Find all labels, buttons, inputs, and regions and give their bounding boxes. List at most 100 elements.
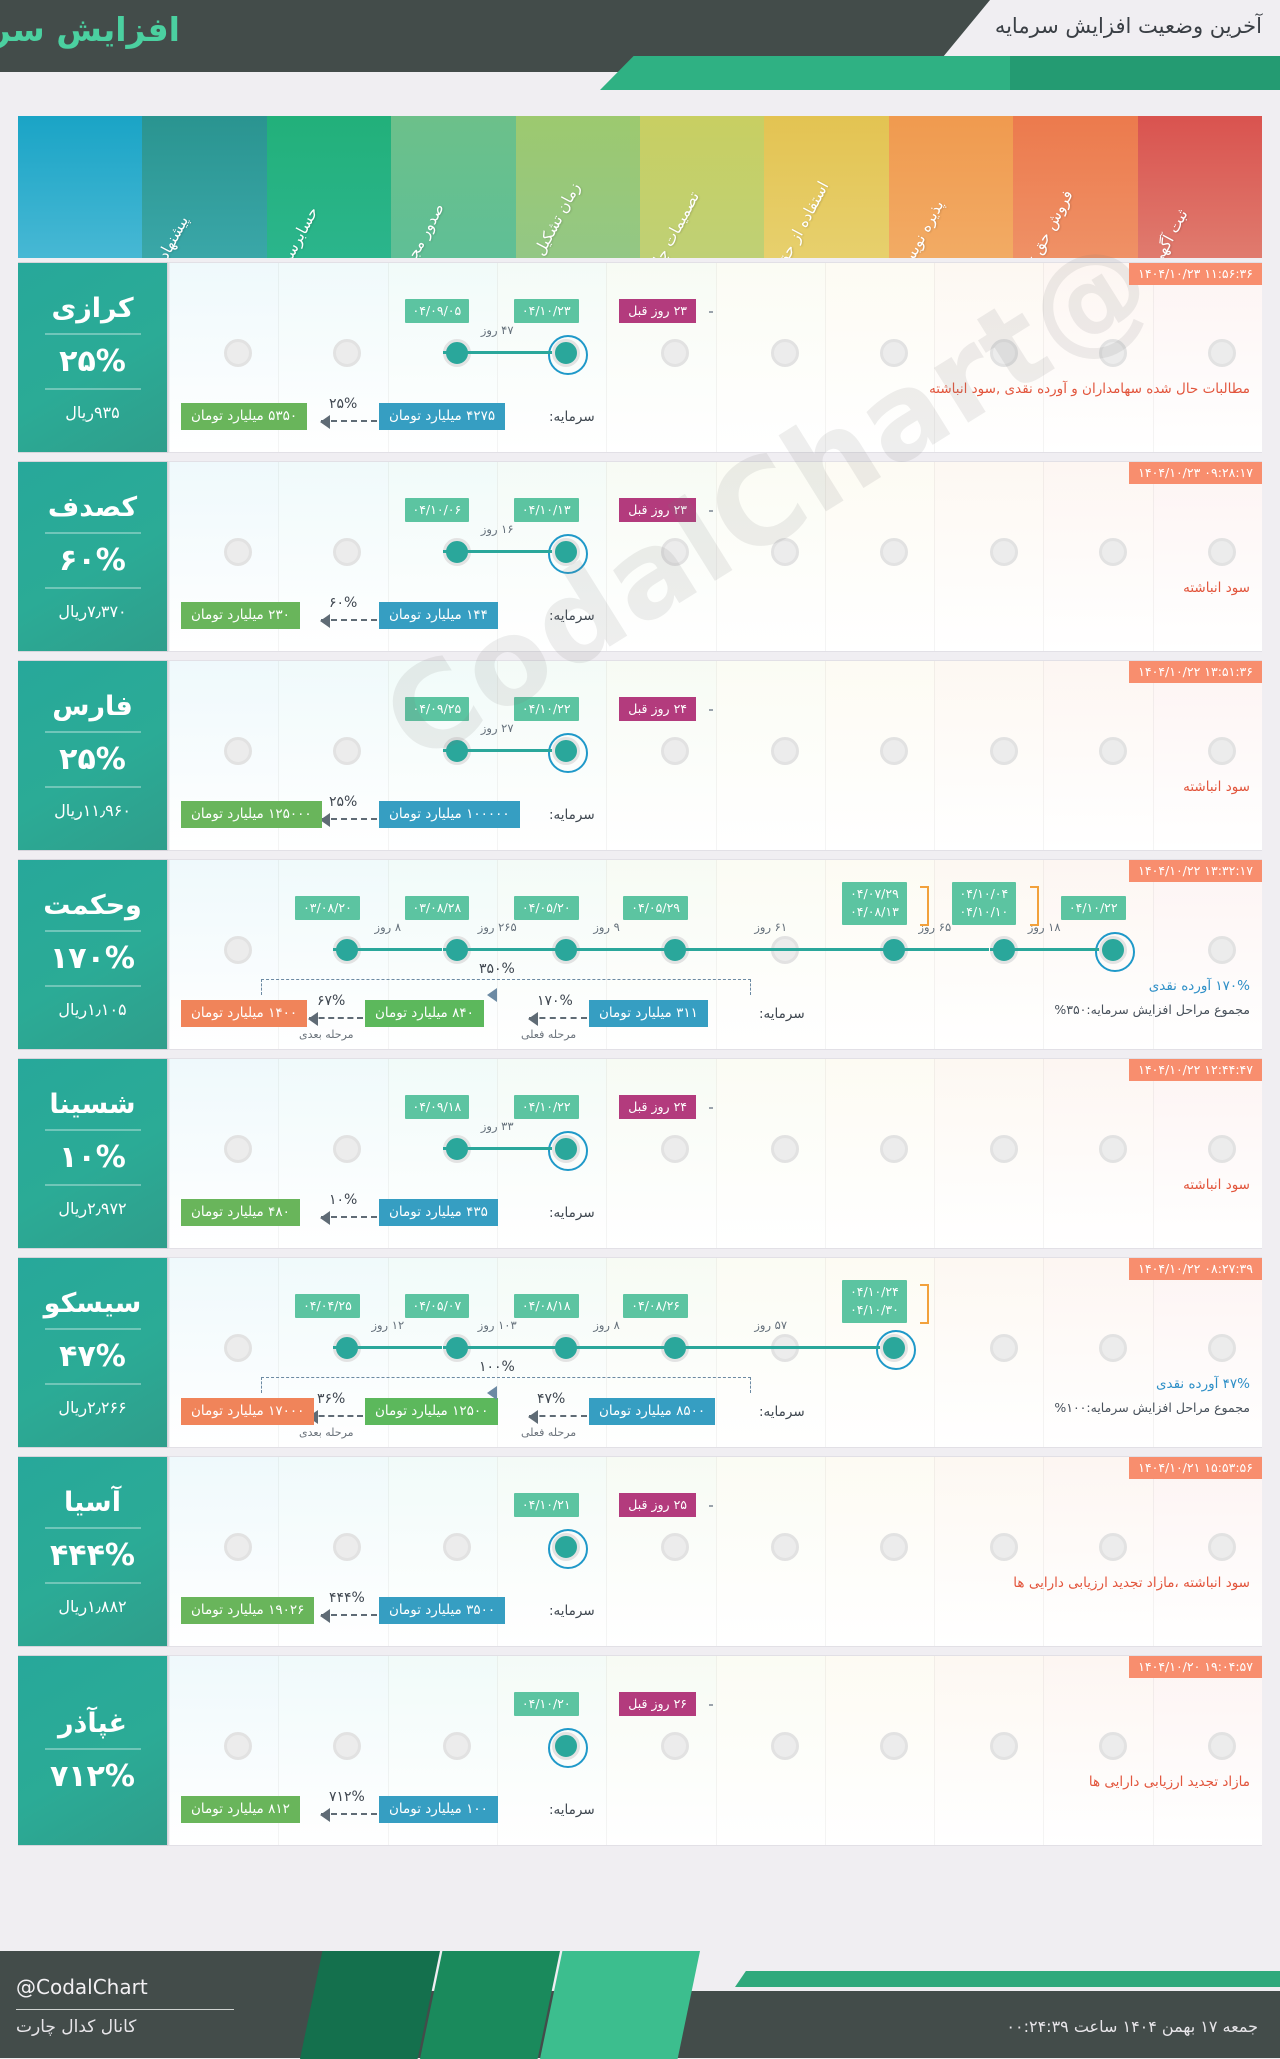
timeline-dot-inactive[interactable] bbox=[989, 737, 1018, 765]
timeline-dot-active[interactable] bbox=[547, 534, 588, 574]
company-card[interactable]: وحکمت ۱۷۰% ۱٫۱۰۵ریال bbox=[18, 859, 168, 1050]
company-row[interactable]: ۱۴۰۴/۱۰/۲۲ ۱۲:۴۴:۴۷ ۳۳ روز ۰۴/۱۰/۲۲ ۰۴/۰۹/۱… bbox=[18, 1058, 1262, 1249]
timeline-dot-inactive[interactable] bbox=[880, 737, 909, 765]
timeline-dot-inactive[interactable] bbox=[770, 339, 799, 367]
timeline-dot-active[interactable] bbox=[1094, 932, 1135, 972]
timeline-dot-inactive[interactable] bbox=[223, 737, 252, 765]
timeline-dot-inactive[interactable] bbox=[223, 1135, 252, 1163]
timeline-dot-inactive[interactable] bbox=[223, 339, 252, 367]
timeline-dot-inactive[interactable] bbox=[661, 538, 690, 566]
timeline-dot-inactive[interactable] bbox=[880, 538, 909, 566]
timeline-dot-inactive[interactable] bbox=[989, 339, 1018, 367]
timeline-dot-inactive[interactable] bbox=[1208, 936, 1237, 964]
timeline-dot-inactive[interactable] bbox=[1098, 538, 1127, 566]
timeline-dot-inactive[interactable] bbox=[223, 1732, 252, 1760]
timeline-dot-inactive[interactable] bbox=[1098, 1334, 1127, 1362]
timeline-dot-inactive[interactable] bbox=[989, 1533, 1018, 1561]
timeline-dot-inactive[interactable] bbox=[1208, 1334, 1237, 1362]
timeline-dot-active[interactable] bbox=[547, 733, 588, 773]
company-row[interactable]: ۱۴۰۴/۱۰/۲۱ ۱۵:۵۳:۵۶ ۰۴/۱۰/۲۱ ۲۵ روز قبل سود… bbox=[18, 1456, 1262, 1647]
timeline-dot-inactive[interactable] bbox=[989, 1334, 1018, 1362]
timeline-dot-inactive[interactable] bbox=[989, 538, 1018, 566]
timeline-dot-inactive[interactable] bbox=[1208, 1533, 1237, 1561]
timeline-dot-active[interactable] bbox=[547, 335, 588, 375]
timeline-dot-inactive[interactable] bbox=[223, 538, 252, 566]
timeline-dot-inactive[interactable] bbox=[880, 1732, 909, 1760]
timeline-dot-inactive[interactable] bbox=[661, 339, 690, 367]
timeline-dot-inactive[interactable] bbox=[1208, 538, 1237, 566]
timeline-dot-inactive[interactable] bbox=[880, 1135, 909, 1163]
event-date-badge[interactable]: ۰۴/۱۰/۲۳ bbox=[513, 299, 579, 323]
timeline-dot-inactive[interactable] bbox=[661, 737, 690, 765]
footer-handle[interactable]: @CodalChart bbox=[16, 1975, 148, 1999]
timeline-dot-inactive[interactable] bbox=[989, 1732, 1018, 1760]
timeline-dot-inactive[interactable] bbox=[1098, 1732, 1127, 1760]
timeline-dot-inactive[interactable] bbox=[880, 339, 909, 367]
company-card[interactable]: کرازی ۲۵% ۹۳۵ریال bbox=[18, 262, 168, 453]
event-date-badge[interactable]: ۰۴/۰۹/۲۵ bbox=[404, 697, 470, 721]
event-date-badge[interactable]: ۰۴/۱۰/۲۴ ۰۴/۱۰/۳۰ bbox=[842, 1280, 907, 1324]
timeline-dot-inactive[interactable] bbox=[1098, 1533, 1127, 1561]
timeline-dot-inactive[interactable] bbox=[770, 538, 799, 566]
event-date-badge[interactable]: ۰۴/۱۰/۲۲ bbox=[513, 697, 579, 721]
timeline-dot-inactive[interactable] bbox=[770, 1732, 799, 1760]
company-row[interactable]: ۱۴۰۴/۱۰/۲۰ ۱۹:۰۴:۵۷ ۰۴/۱۰/۲۰ ۲۶ روز قبل ماز… bbox=[18, 1655, 1262, 1846]
company-card[interactable]: سیسکو ۴۷% ۲٫۲۶۶ریال bbox=[18, 1257, 168, 1448]
timeline-dot-inactive[interactable] bbox=[223, 1533, 252, 1561]
timeline-dot-inactive[interactable] bbox=[661, 1135, 690, 1163]
event-date-badge[interactable]: ۰۴/۰۷/۲۹ ۰۴/۰۸/۱۳ bbox=[842, 882, 907, 926]
event-date-badge[interactable]: ۰۴/۰۵/۲۰ bbox=[513, 896, 579, 920]
timeline-dot-inactive[interactable] bbox=[770, 737, 799, 765]
timeline-dot-inactive[interactable] bbox=[442, 1732, 471, 1760]
timeline-dot-inactive[interactable] bbox=[223, 936, 252, 964]
company-row[interactable]: ۱۴۰۴/۱۰/۲۳ ۰۹:۲۸:۱۷ ۱۶ روز ۰۴/۱۰/۱۳ ۰۴/۱۰/۰… bbox=[18, 461, 1262, 652]
event-date-badge[interactable]: ۰۴/۰۵/۲۹ bbox=[623, 896, 689, 920]
timeline-dot-inactive[interactable] bbox=[333, 737, 362, 765]
timeline-dot-inactive[interactable] bbox=[661, 1533, 690, 1561]
event-date-badge[interactable]: ۰۳/۰۸/۲۸ bbox=[404, 896, 470, 920]
company-row[interactable]: ۱۴۰۴/۱۰/۲۲ ۱۳:۵۱:۳۶ ۲۷ روز ۰۴/۱۰/۲۲ ۰۴/۰۹/۲… bbox=[18, 660, 1262, 851]
company-card[interactable]: آسیا ۴۴۴% ۱٫۸۸۲ریال bbox=[18, 1456, 168, 1647]
timeline-dot-inactive[interactable] bbox=[333, 1533, 362, 1561]
company-card[interactable]: فارس ۲۵% ۱۱٫۹۶۰ریال bbox=[18, 660, 168, 851]
timeline-dot-active[interactable] bbox=[876, 1330, 917, 1370]
timeline-dot-inactive[interactable] bbox=[442, 1533, 471, 1561]
timeline-dot-inactive[interactable] bbox=[1208, 1732, 1237, 1760]
event-date-badge[interactable]: ۰۴/۱۰/۲۱ bbox=[513, 1493, 579, 1517]
event-date-badge[interactable]: ۰۴/۰۸/۱۸ bbox=[513, 1294, 579, 1318]
timeline-dot-inactive[interactable] bbox=[1098, 339, 1127, 367]
company-row[interactable]: ۱۴۰۴/۱۰/۲۲ ۰۸:۲۷:۳۹ ۵۷ روز ۸ روز ۱۰۳ روز ۱۲ … bbox=[18, 1257, 1262, 1448]
timeline-dot-active[interactable] bbox=[547, 1529, 588, 1569]
company-card[interactable]: غپآذر ۷۱۲% bbox=[18, 1655, 168, 1846]
event-date-badge[interactable]: ۰۴/۱۰/۰۴ ۰۴/۱۰/۱۰ bbox=[951, 882, 1017, 926]
timeline-dot-active[interactable] bbox=[547, 1728, 588, 1768]
timeline-dot-inactive[interactable] bbox=[1208, 1135, 1237, 1163]
timeline-dot-inactive[interactable] bbox=[1098, 737, 1127, 765]
event-date-badge[interactable]: ۰۴/۱۰/۲۲ bbox=[513, 1095, 579, 1119]
timeline-dot-inactive[interactable] bbox=[770, 1533, 799, 1561]
company-card[interactable]: شسینا ۱۰% ۲٫۹۷۲ریال bbox=[18, 1058, 168, 1249]
timeline-dot-inactive[interactable] bbox=[333, 538, 362, 566]
timeline-dot-inactive[interactable] bbox=[333, 1135, 362, 1163]
timeline-dot-inactive[interactable] bbox=[770, 1135, 799, 1163]
company-row[interactable]: ۱۴۰۴/۱۰/۲۲ ۱۳:۳۲:۱۷ ۱۸ روز ۶۵ روز ۶۱ روز ۹ ر… bbox=[18, 859, 1262, 1050]
event-date-badge[interactable]: ۰۴/۰۹/۰۵ bbox=[404, 299, 470, 323]
event-date-badge[interactable]: ۰۴/۰۹/۱۸ bbox=[404, 1095, 470, 1119]
event-date-badge[interactable]: ۰۴/۱۰/۲۲ bbox=[1060, 896, 1126, 920]
timeline-dot-inactive[interactable] bbox=[333, 1732, 362, 1760]
event-date-badge[interactable]: ۰۳/۰۸/۲۰ bbox=[295, 896, 360, 920]
timeline-dot-inactive[interactable] bbox=[1098, 1135, 1127, 1163]
timeline-dot-inactive[interactable] bbox=[1208, 737, 1237, 765]
timeline-dot-inactive[interactable] bbox=[989, 1135, 1018, 1163]
timeline-dot-inactive[interactable] bbox=[333, 339, 362, 367]
company-card[interactable]: کصدف ۶۰% ۷٫۳۷۰ریال bbox=[18, 461, 168, 652]
event-date-badge[interactable]: ۰۴/۰۵/۰۷ bbox=[404, 1294, 470, 1318]
event-date-badge[interactable]: ۰۴/۱۰/۰۶ bbox=[404, 498, 470, 522]
timeline-dot-inactive[interactable] bbox=[661, 1732, 690, 1760]
timeline-dot-inactive[interactable] bbox=[223, 1334, 252, 1362]
event-date-badge[interactable]: ۰۴/۱۰/۲۰ bbox=[513, 1692, 579, 1716]
event-date-badge[interactable]: ۰۴/۰۴/۲۵ bbox=[295, 1294, 360, 1318]
company-row[interactable]: ۱۴۰۴/۱۰/۲۳ ۱۱:۵۶:۳۶ ۴۷ روز ۰۴/۱۰/۲۳ ۰۴/۰۹/۰… bbox=[18, 262, 1262, 453]
timeline-dot-inactive[interactable] bbox=[880, 1533, 909, 1561]
event-date-badge[interactable]: ۰۴/۱۰/۱۳ bbox=[513, 498, 579, 522]
